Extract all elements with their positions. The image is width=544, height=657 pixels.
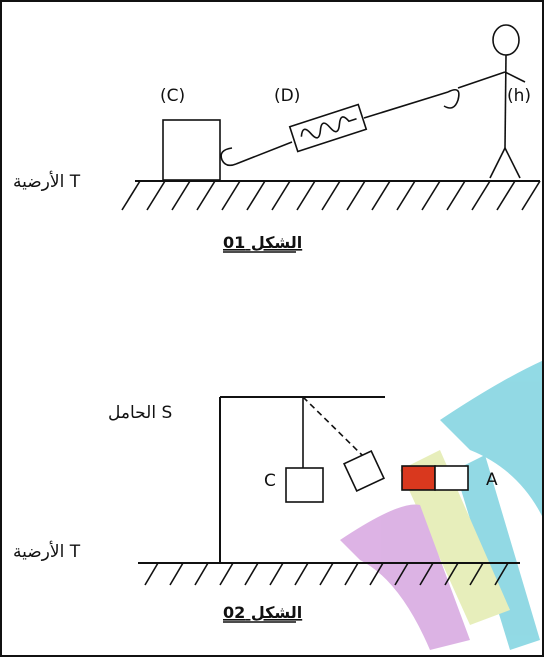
spring-coil [300,116,357,139]
figure-02 [138,396,520,586]
fig2-caption: الشكل 02 [223,603,302,622]
body-c-hanging [285,467,324,503]
rope-segment-3 [457,71,506,89]
fig1-ground-label: الأرضية T [13,171,81,192]
fig1-caption: الشكل 01 [223,233,302,252]
watermark-yellow-band [400,450,510,625]
watermark-purple-arc [340,504,470,650]
watermark-logo [340,360,544,650]
fig2-magnet-label: A [486,470,498,490]
string-deflected [302,396,363,456]
body-hook [220,147,237,167]
rope-segment-1 [235,141,293,165]
magnet-pole-white [434,465,469,491]
person-h [489,24,526,179]
fig2-body-label: C [264,471,276,491]
fig2-support-label: الحامل S [108,403,172,423]
ground-hatching-2 [144,562,509,586]
watermark-cyan-band [455,455,540,650]
fig1-dynamometer-label: (D) [274,86,300,106]
fig2-ground-label: الأرضية T [13,541,81,562]
body-c-deflected [343,450,385,492]
magnet-a [401,465,469,491]
hand-hook [443,89,460,109]
magnet-pole-red [401,465,436,491]
fig1-body-label: (C) [160,86,185,106]
person-head [492,24,520,56]
body-c-box [162,119,221,181]
watermark-cyan-arc [440,360,544,520]
rope-segment-2 [363,91,449,119]
figure-01 [121,24,541,211]
fig1-person-label: (h) [507,86,531,106]
ground-hatching-1 [121,180,541,211]
dynamometer-d [288,103,368,153]
